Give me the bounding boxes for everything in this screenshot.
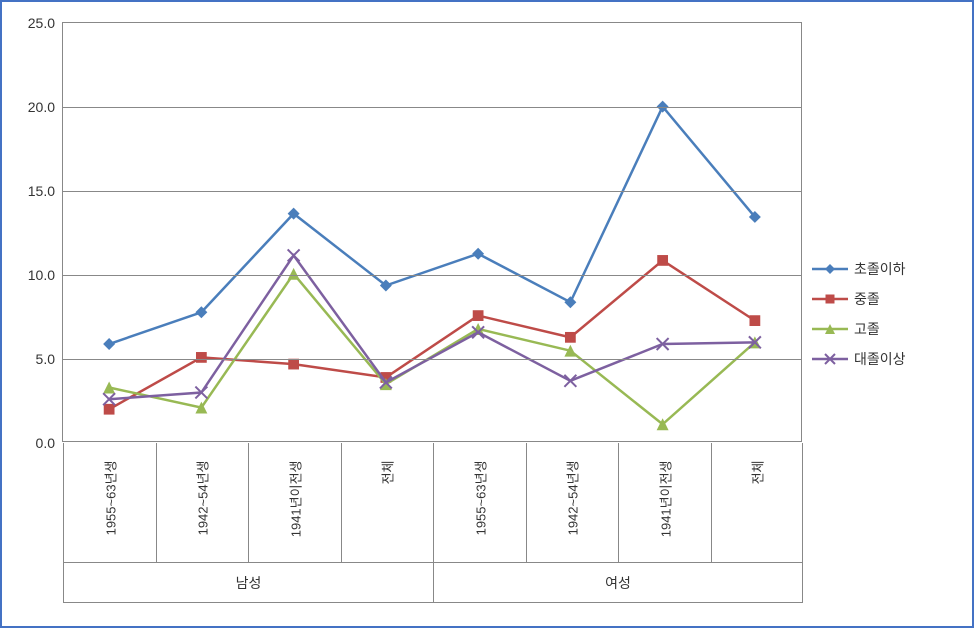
series-고졸 xyxy=(103,268,761,430)
x-tick-cell: 1941년이전생 xyxy=(618,443,711,563)
plot-area: 0.05.010.015.020.025.01955~63년생1942~54년생… xyxy=(62,22,802,442)
x-tick-label: 1941년이전생 xyxy=(655,461,674,538)
legend-label: 고졸 xyxy=(854,319,880,339)
legend-marker-icon xyxy=(812,261,848,277)
legend-item: 고졸 xyxy=(812,319,962,339)
y-tick-label: 0.0 xyxy=(36,435,55,451)
x-tick-label: 1955~63년생 xyxy=(100,461,119,536)
x-tick-cell: 전체 xyxy=(711,443,804,563)
gridline xyxy=(63,191,801,192)
x-axis-inner: 1955~63년생 1942~54년생 1941년이전생 전체 1955~63년생 194… xyxy=(63,443,803,563)
series-초졸이하 xyxy=(103,101,761,350)
gridline xyxy=(63,107,801,108)
x-tick-label: 전체 xyxy=(747,461,766,485)
x-tick-label: 전체 xyxy=(378,461,397,485)
series-대졸이상 xyxy=(103,249,761,405)
x-tick-cell: 1941년이전생 xyxy=(248,443,341,563)
legend-label: 대졸이상 xyxy=(854,349,906,369)
gridline xyxy=(63,275,801,276)
legend-item: 초졸이하 xyxy=(812,259,962,279)
y-tick-label: 10.0 xyxy=(28,267,55,283)
legend-marker-icon xyxy=(812,291,848,307)
legend-item: 중졸 xyxy=(812,289,962,309)
x-tick-label: 1942~54년생 xyxy=(563,461,582,536)
x-tick-cell: 1955~63년생 xyxy=(63,443,156,563)
chart-legend: 초졸이하중졸고졸대졸이상 xyxy=(812,249,962,379)
y-tick-label: 20.0 xyxy=(28,99,55,115)
x-tick-label: 1942~54년생 xyxy=(193,461,212,536)
x-tick-cell: 1942~54년생 xyxy=(526,443,619,563)
legend-item: 대졸이상 xyxy=(812,349,962,369)
y-tick-label: 25.0 xyxy=(28,15,55,31)
gridline xyxy=(63,359,801,360)
legend-marker-icon xyxy=(812,321,848,337)
x-tick-label: 1941년이전생 xyxy=(285,461,304,538)
chart-svg xyxy=(63,23,801,441)
legend-label: 초졸이하 xyxy=(854,259,906,279)
legend-marker-icon xyxy=(812,351,848,367)
y-tick-label: 15.0 xyxy=(28,183,55,199)
x-tick-cell: 1955~63년생 xyxy=(433,443,526,563)
x-tick-cell: 전체 xyxy=(341,443,434,563)
legend-label: 중졸 xyxy=(854,289,880,309)
x-group-label: 남성 xyxy=(63,563,433,603)
x-tick-label: 1955~63년생 xyxy=(470,461,489,536)
x-axis-outer: 남성여성 xyxy=(63,563,803,603)
line-chart-container: 0.0 5.0 10.0 15.0 20.0 25.0 1955~63년생 1942~54년생… xyxy=(0,0,974,628)
x-tick-cell: 1942~54년생 xyxy=(156,443,249,563)
y-tick-label: 5.0 xyxy=(36,351,55,367)
x-group-label: 여성 xyxy=(433,563,803,603)
